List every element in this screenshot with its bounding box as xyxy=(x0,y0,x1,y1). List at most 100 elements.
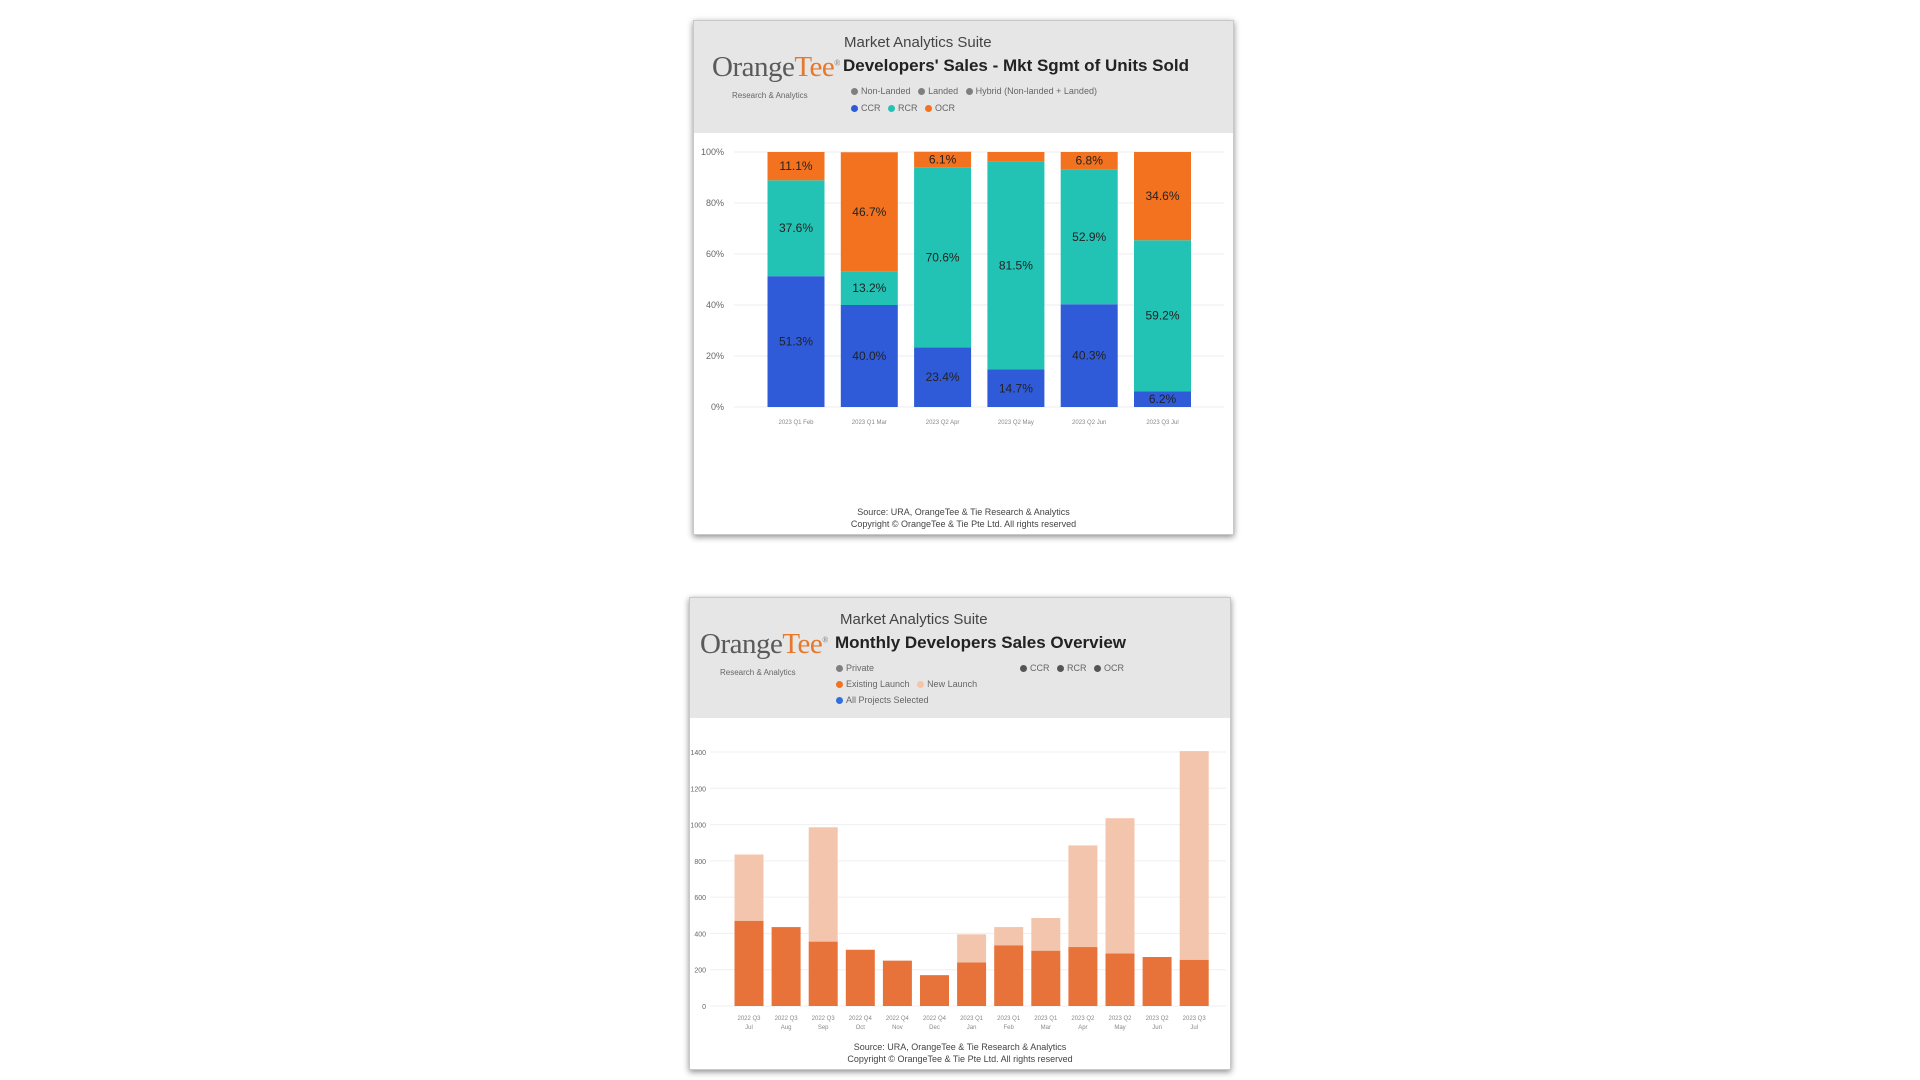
y-tick-label: 1000 xyxy=(690,823,706,830)
x-tick-label: Jun xyxy=(1152,1025,1162,1031)
data-label: 13.2% xyxy=(852,281,886,295)
bar-segment-ccr xyxy=(1060,304,1118,407)
card-header: OrangeTee® Research & Analytics Market A… xyxy=(690,598,1230,718)
x-tick-label: 2023 Q2 xyxy=(1146,1016,1170,1022)
bar-segment-existing-launch xyxy=(1179,959,1209,1006)
x-tick-label: 2023 Q2 xyxy=(1071,1016,1095,1022)
x-tick-label: 2023 Q3 Jul xyxy=(1146,420,1178,426)
y-tick-label: 1400 xyxy=(690,750,706,757)
x-tick-label: 2022 Q3 xyxy=(737,1016,761,1022)
x-tick-label: 2022 Q3 xyxy=(812,1016,836,1022)
legend-item-rcr[interactable]: RCR xyxy=(1057,663,1087,673)
legend-launch-type: Existing Launch New Launch xyxy=(836,679,982,690)
orangetee-logo: OrangeTee® xyxy=(700,628,828,660)
chart-title: Monthly Developers Sales Overview xyxy=(835,633,1127,652)
x-tick-label: 2023 Q1 Mar xyxy=(852,420,887,426)
legend-item-ocr[interactable]: OCR xyxy=(1094,663,1124,673)
bar-segment-existing-launch xyxy=(734,920,764,1006)
data-label: 11.1% xyxy=(779,159,812,173)
legend-region: CCR RCR OCR xyxy=(1020,663,1129,674)
legend-item-private[interactable]: Private xyxy=(836,663,874,673)
suite-name: Market Analytics Suite xyxy=(840,611,988,628)
x-tick-label: 2023 Q1 xyxy=(1034,1016,1058,1022)
legend-item-ccr[interactable]: CCR xyxy=(1020,663,1050,673)
bar-segment-existing-launch xyxy=(994,945,1024,1006)
bar-segment-existing-launch xyxy=(1142,957,1172,1006)
x-tick-label: 2022 Q3 xyxy=(775,1016,799,1022)
card-header: OrangeTee® Research & Analytics Market A… xyxy=(694,21,1233,133)
bar-segment-new-launch xyxy=(1031,918,1061,951)
bar-segment-ocr xyxy=(840,152,898,272)
x-tick-label: Jan xyxy=(967,1025,977,1031)
bar-segment-existing-launch xyxy=(957,962,987,1006)
stacked-bar-chart: 0 200 400 600 800 1000 1200 1400 2022 Q3 Jul 2022 … xyxy=(690,750,1226,1031)
legend-item-existing-launch[interactable]: Existing Launch xyxy=(836,679,910,689)
legend-item-landed[interactable]: Landed xyxy=(918,86,958,96)
y-tick-label: 0 xyxy=(702,1004,706,1011)
bar-segment-new-launch xyxy=(1179,751,1209,960)
data-label: 51.3% xyxy=(779,335,813,349)
legend-item-all-projects[interactable]: All Projects Selected xyxy=(836,695,929,705)
bar-segment-existing-launch xyxy=(808,941,838,1006)
y-tick-label: 0% xyxy=(711,402,724,412)
bar-segment-existing-launch xyxy=(920,975,949,1006)
bar-segment-ocr xyxy=(987,152,1045,162)
bar-segment-rcr xyxy=(1134,240,1191,392)
orangetee-logo: OrangeTee® xyxy=(712,51,840,83)
chart-title: Developers' Sales - Mkt Sgmt of Units So… xyxy=(843,56,1190,75)
data-label: 6.2% xyxy=(1149,392,1177,406)
legend-projects: All Projects Selected xyxy=(836,695,934,706)
bar-segment-rcr xyxy=(1060,169,1118,305)
y-tick-label: 400 xyxy=(694,931,706,938)
data-label: 81.5% xyxy=(999,259,1033,273)
bar-segment-rcr xyxy=(987,161,1045,370)
data-label: 6.1% xyxy=(929,153,957,167)
y-tick-label: 20% xyxy=(706,351,724,361)
suite-name: Market Analytics Suite xyxy=(844,34,992,51)
bar-segment-new-launch xyxy=(734,854,764,921)
x-tick-label: 2023 Q3 xyxy=(1183,1016,1207,1022)
x-tick-label: Jul xyxy=(1190,1025,1198,1031)
bar-segment-new-launch xyxy=(994,927,1024,946)
chart-card-market-segment: OrangeTee® Research & Analytics Market A… xyxy=(693,20,1234,535)
bar-segment-ccr xyxy=(840,305,898,407)
chart-footer: Source: URA, OrangeTee & Tie Research & … xyxy=(694,506,1233,530)
bar-segment-rcr xyxy=(767,180,825,277)
bar-segment-rcr xyxy=(840,271,898,305)
y-tick-label: 100% xyxy=(701,147,724,157)
bar-segment-ocr xyxy=(914,151,972,168)
footer-copyright: Copyright © OrangeTee & Tie Pte Ltd. All… xyxy=(847,1054,1073,1064)
data-label: 70.6% xyxy=(926,250,960,264)
legend-item-ocr[interactable]: OCR xyxy=(925,103,955,113)
chart-footer: Source: URA, OrangeTee & Tie Research & … xyxy=(690,1041,1230,1065)
chart-card-monthly-sales: OrangeTee® Research & Analytics Market A… xyxy=(689,597,1231,1070)
x-tick-label: 2023 Q2 Jun xyxy=(1072,420,1106,426)
x-tick-label: 2023 Q1 xyxy=(997,1016,1021,1022)
bar-segment-ocr xyxy=(1060,152,1118,170)
x-tick-label: 2023 Q2 May xyxy=(998,420,1034,426)
legend-item-new-launch[interactable]: New Launch xyxy=(917,679,977,689)
legend-property-type: Non-Landed Landed Hybrid (Non-landed + L… xyxy=(851,86,1102,97)
legend-item-non-landed[interactable]: Non-Landed xyxy=(851,86,911,96)
data-label: 14.7% xyxy=(999,381,1033,395)
footer-source: Source: URA, OrangeTee & Tie Research & … xyxy=(857,507,1070,517)
y-tick-label: 1200 xyxy=(690,786,706,793)
legend-item-hybrid[interactable]: Hybrid (Non-landed + Landed) xyxy=(965,86,1097,96)
x-tick-label: 2023 Q2 Apr xyxy=(926,420,960,426)
x-tick-label: 2022 Q4 xyxy=(886,1016,910,1022)
x-tick-label: 2023 Q1 Feb xyxy=(778,420,814,426)
y-tick-label: 600 xyxy=(694,895,706,902)
data-label: 6.8% xyxy=(1076,154,1104,168)
legend-item-rcr[interactable]: RCR xyxy=(888,103,918,113)
bar-segment-existing-launch xyxy=(845,949,875,1006)
data-label: 40.0% xyxy=(852,349,886,363)
bar-segment-ccr xyxy=(987,369,1045,407)
x-tick-label: Feb xyxy=(1004,1025,1015,1031)
data-label: 46.7% xyxy=(852,205,886,219)
bar-segment-new-launch xyxy=(1068,845,1098,948)
logo-subtitle: Research & Analytics xyxy=(732,91,808,100)
x-tick-label: 2023 Q1 xyxy=(960,1016,984,1022)
x-tick-label: Sep xyxy=(818,1025,829,1031)
x-tick-label: May xyxy=(1114,1025,1125,1031)
legend-item-ccr[interactable]: CCR xyxy=(851,103,881,113)
